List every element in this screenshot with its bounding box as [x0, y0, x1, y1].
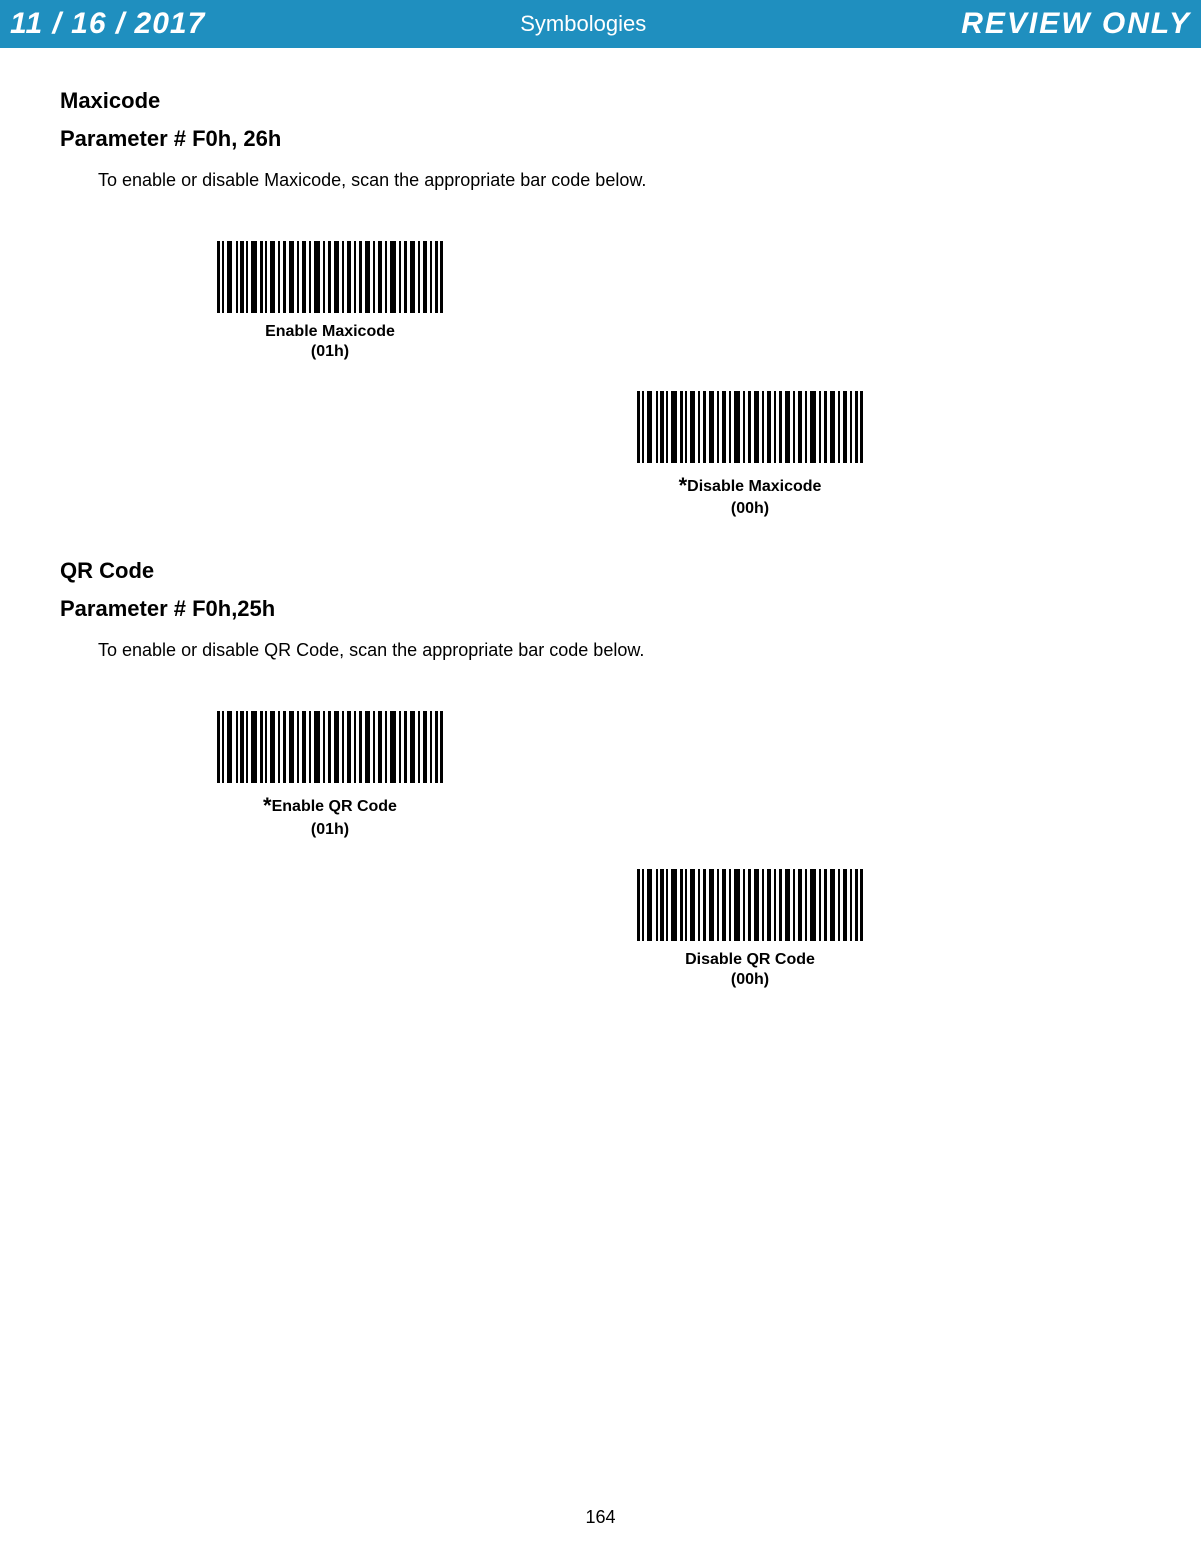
barcode-label-text: Enable QR Code — [272, 798, 397, 815]
barcode-label-text: Disable QR Code — [685, 951, 815, 968]
barcode-sublabel: (01h) — [311, 343, 349, 361]
section-title-maxicode: Maxicode — [60, 88, 1141, 114]
document-header: 11 / 16 / 2017 Symbologies REVIEW ONLY — [0, 0, 1201, 48]
header-review-stamp: REVIEW ONLY — [961, 7, 1191, 41]
header-date: 11 / 16 / 2017 — [10, 7, 205, 41]
barcode-label: *Disable Maxicode — [679, 471, 822, 501]
page-number: 164 — [0, 1507, 1201, 1528]
default-star-icon: * — [679, 473, 688, 498]
barcode-disable-qrcode: Disable QR Code (00h) — [620, 869, 880, 989]
barcode-label: *Enable QR Code — [263, 791, 397, 821]
barcode-icon — [635, 869, 865, 941]
barcode-label: Enable Maxicode — [265, 321, 395, 343]
description-maxicode: To enable or disable Maxicode, scan the … — [98, 170, 1141, 191]
barcode-sublabel: (00h) — [731, 971, 769, 989]
parameter-heading-maxicode: Parameter # F0h, 26h — [60, 126, 1141, 152]
barcode-icon — [215, 711, 445, 783]
barcode-label-text: Disable Maxicode — [687, 478, 821, 495]
barcode-disable-maxicode: *Disable Maxicode (00h) — [620, 391, 880, 519]
barcode-label-text: Enable Maxicode — [265, 323, 395, 340]
page-content: Maxicode Parameter # F0h, 26h To enable … — [0, 48, 1201, 989]
header-title: Symbologies — [520, 11, 646, 37]
barcode-enable-maxicode: Enable Maxicode (01h) — [200, 241, 460, 361]
barcode-label: Disable QR Code — [685, 949, 815, 971]
parameter-heading-qrcode: Parameter # F0h,25h — [60, 596, 1141, 622]
barcode-sublabel: (00h) — [731, 500, 769, 518]
description-qrcode: To enable or disable QR Code, scan the a… — [98, 640, 1141, 661]
barcode-icon — [635, 391, 865, 463]
barcode-icon — [215, 241, 445, 313]
barcode-sublabel: (01h) — [311, 821, 349, 839]
section-title-qrcode: QR Code — [60, 558, 1141, 584]
barcode-enable-qrcode: *Enable QR Code (01h) — [200, 711, 460, 839]
default-star-icon: * — [263, 793, 272, 818]
